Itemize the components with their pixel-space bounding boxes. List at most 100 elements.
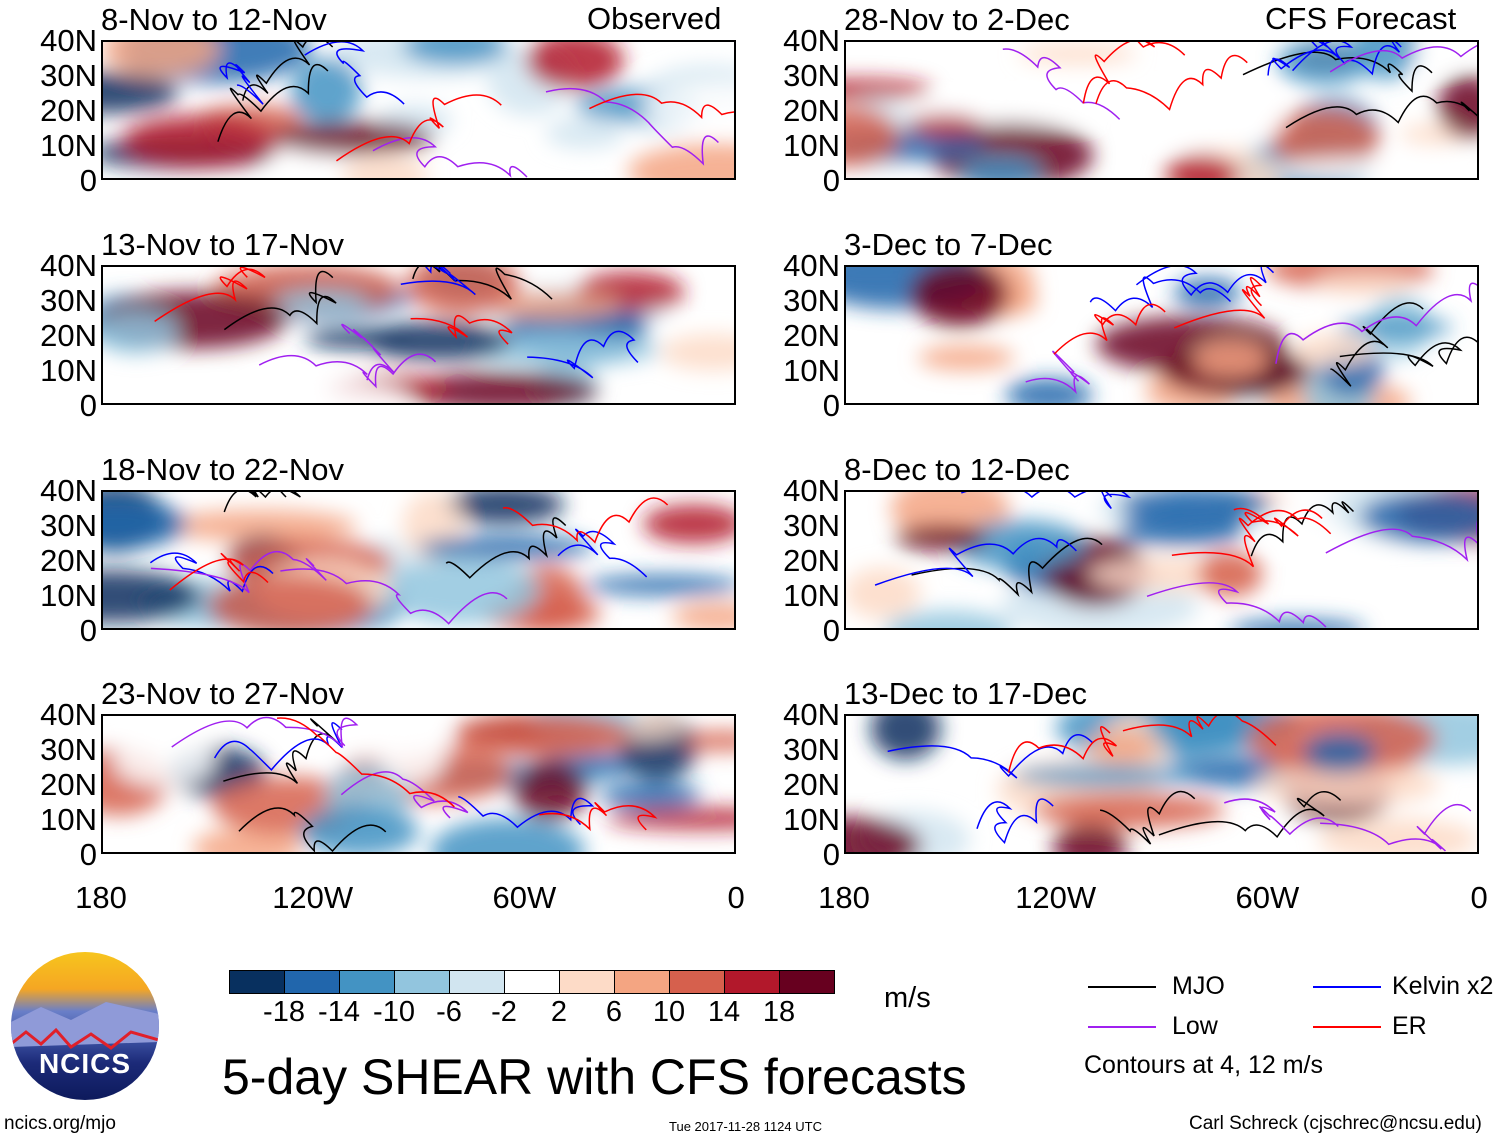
y-tick-label: 40N	[40, 473, 97, 508]
shear-anomaly-blob	[895, 524, 988, 552]
contour-line	[1320, 803, 1472, 852]
contour-line	[219, 62, 264, 105]
contour-line	[169, 552, 269, 591]
legend-label-mjo: MJO	[1172, 972, 1225, 1000]
shear-anomaly-blob	[683, 730, 734, 752]
x-tick-label: 120W	[1015, 880, 1097, 915]
map-panel	[844, 40, 1479, 180]
contour-line	[1224, 798, 1339, 836]
x-tick-label: 60W	[1235, 880, 1300, 915]
contour-line	[458, 796, 595, 829]
shear-anomaly-blob	[1338, 317, 1453, 338]
contour-line	[1292, 42, 1402, 76]
contour-line	[1329, 44, 1477, 73]
panel-title: 28-Nov to 2-Dec	[844, 2, 1070, 37]
shear-anomaly-blob	[1256, 762, 1439, 807]
y-tick-label: 30N	[783, 508, 840, 543]
contour-line	[1233, 507, 1323, 537]
colorbar-swatch	[395, 971, 450, 993]
footer-url[interactable]: ncics.org/mjo	[4, 1113, 116, 1134]
y-tick-label: 40N	[783, 697, 840, 732]
contour-line	[1267, 42, 1340, 76]
contour-line	[1095, 54, 1248, 111]
map-panel	[101, 40, 736, 180]
contour-line	[238, 807, 387, 852]
shear-anomaly-blob	[365, 321, 511, 361]
contour-line	[1275, 282, 1477, 364]
contour-line	[1135, 267, 1275, 297]
legend-label-er: ER	[1392, 1012, 1427, 1040]
y-tick-label: 10N	[783, 802, 840, 837]
y-tick-label: 0	[822, 163, 840, 198]
shear-anomaly-blob	[1197, 550, 1263, 598]
y-tick-label: 0	[79, 837, 97, 872]
x-tick-label: 120W	[272, 880, 354, 915]
colorbar-swatch	[560, 971, 615, 993]
contour-line	[1250, 501, 1355, 557]
y-tick-label: 20N	[783, 543, 840, 578]
shear-anomaly-blob	[103, 71, 179, 114]
y-tick-label: 0	[822, 613, 840, 648]
map-panel	[101, 490, 736, 630]
colorbar-swatch	[230, 971, 285, 993]
shear-anomaly-blob	[299, 805, 419, 852]
shear-anomaly-blob	[671, 602, 734, 628]
y-tick-label: 40N	[783, 473, 840, 508]
shear-anomaly-blob	[1276, 157, 1449, 178]
contour-line	[1146, 582, 1327, 628]
y-tick-label: 10N	[783, 128, 840, 163]
y-tick-label: 0	[822, 388, 840, 423]
contour-line	[874, 537, 1077, 586]
y-tick-label: 40N	[40, 23, 97, 58]
y-tick-label: 40N	[40, 248, 97, 283]
shear-anomaly-blob	[846, 79, 933, 101]
shear-anomaly-blob	[103, 498, 188, 550]
colorbar-swatch	[340, 971, 395, 993]
contour-line	[280, 568, 508, 625]
y-tick-label: 20N	[40, 318, 97, 353]
shear-anomaly-blob	[341, 155, 429, 178]
colorbar-level-label: 14	[707, 996, 741, 1028]
contour-line	[258, 353, 437, 389]
contour-line	[1171, 509, 1332, 568]
y-tick-label: 10N	[783, 578, 840, 613]
shear-anomaly-blob	[1193, 340, 1269, 379]
shear-anomaly-blob	[576, 309, 649, 340]
shear-anomaly-blob	[627, 143, 734, 178]
shear-anomaly-blob	[660, 333, 734, 371]
y-tick-label: 30N	[40, 58, 97, 93]
colorbar-swatch	[450, 971, 505, 993]
shear-anomaly-blob	[870, 716, 941, 760]
contour-line	[539, 802, 658, 832]
shear-anomaly-blob	[236, 378, 411, 403]
y-tick-label: 10N	[40, 353, 97, 388]
map-panel	[844, 714, 1479, 854]
panel-title: 13-Nov to 17-Nov	[101, 227, 344, 262]
panel-title: 13-Dec to 17-Dec	[844, 676, 1087, 711]
contour-line	[154, 267, 266, 323]
panel-title: 8-Dec to 12-Dec	[844, 452, 1070, 487]
contour-note: Contours at 4, 12 m/s	[1084, 1051, 1324, 1079]
colorbar-level-label: 2	[550, 996, 568, 1028]
shear-anomaly-blob	[918, 345, 1015, 371]
shear-anomaly-blob	[1437, 75, 1477, 139]
shear-anomaly-blob	[208, 574, 374, 628]
colorbar-level-label: 10	[652, 996, 686, 1028]
contour-line	[242, 42, 334, 101]
shear-anomaly-blob	[1277, 42, 1372, 85]
colorbar-swatch	[670, 971, 725, 993]
legend-line-mjo	[1088, 986, 1156, 988]
shear-anomaly-blob	[164, 509, 357, 542]
contour-line	[1158, 791, 1342, 839]
contour-line	[340, 771, 469, 819]
contour-line	[445, 517, 567, 579]
contour-line	[1325, 520, 1477, 563]
shear-anomaly-blob	[884, 610, 1013, 628]
shear-anomaly-blob	[545, 117, 625, 149]
y-tick-label: 20N	[783, 318, 840, 353]
units-label: m/s	[884, 982, 931, 1014]
shear-anomaly-blob	[846, 567, 921, 619]
shear-anomaly-blob	[846, 106, 900, 168]
contour-line	[1002, 48, 1121, 120]
y-tick-label: 30N	[783, 58, 840, 93]
